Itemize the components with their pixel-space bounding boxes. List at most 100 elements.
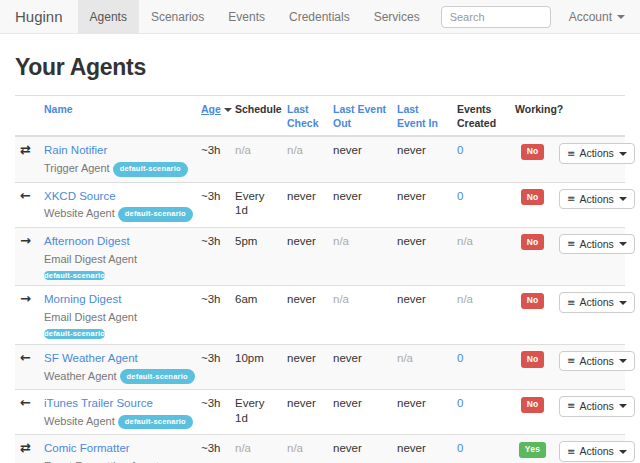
sort-desc-icon — [224, 108, 232, 112]
col-header-events-created: Events Created — [452, 96, 510, 137]
events-created-link[interactable]: 0 — [457, 144, 463, 156]
last-event-out-cell: n/a — [328, 286, 392, 345]
scenario-badge[interactable]: default-scenario — [118, 415, 193, 430]
agent-name-link[interactable]: Comic Formatter — [44, 442, 130, 454]
col-header-working: Working? — [510, 96, 554, 137]
scenario-badge[interactable]: default-scenario — [118, 207, 193, 222]
col-header-name[interactable]: Name — [39, 96, 196, 137]
last-check-cell: never — [282, 182, 328, 227]
search-input[interactable] — [441, 6, 551, 28]
actions-button[interactable]: ≡ Actions — [559, 396, 635, 417]
caret-down-icon — [619, 404, 627, 408]
col-header-last-check[interactable]: Last Check — [282, 96, 328, 137]
scenario-badge[interactable]: default-scenario — [120, 369, 195, 384]
working-status-badge: No — [521, 397, 545, 413]
table-row: ← XKCD Source Website Agentdefault-scena… — [15, 182, 625, 227]
agent-name-link[interactable]: iTunes Trailer Source — [44, 397, 153, 409]
working-cell: No — [510, 136, 554, 182]
last-event-in-cell: never — [392, 435, 452, 463]
agents-table: NameAgeScheduleLast CheckLast Event OutL… — [15, 95, 625, 463]
agent-name-link[interactable]: XKCD Source — [44, 190, 116, 202]
nav-item-credentials[interactable]: Credentials — [277, 0, 362, 33]
scenario-badge[interactable]: default-scenario — [44, 329, 105, 339]
last-event-in-cell: never — [392, 136, 452, 182]
working-status-badge: No — [521, 351, 545, 367]
events-created-link[interactable]: 0 — [457, 442, 463, 454]
col-header-last-event-out[interactable]: Last Event Out — [328, 96, 392, 137]
page-title: Your Agents — [15, 54, 625, 81]
caret-down-icon — [619, 359, 627, 363]
arrow-left-icon: ← — [20, 188, 31, 203]
working-cell: No — [510, 182, 554, 227]
actions-button[interactable]: ≡ Actions — [559, 143, 635, 164]
nav-item-scenarios[interactable]: Scenarios — [139, 0, 216, 33]
nav-item-events[interactable]: Events — [216, 0, 277, 33]
actions-button[interactable]: ≡ Actions — [559, 292, 635, 313]
nav-item-services[interactable]: Services — [362, 0, 432, 33]
last-check-cell: n/a — [282, 435, 328, 463]
schedule-cell: 10pm — [230, 344, 282, 389]
schedule-cell: n/a — [230, 136, 282, 182]
col-header-last-event-in[interactable]: Last Event In — [392, 96, 452, 137]
agent-type-label: Website Agent — [44, 415, 115, 427]
table-row: ← iTunes Trailer Source Website Agentdef… — [15, 390, 625, 435]
table-header-row: NameAgeScheduleLast CheckLast Event OutL… — [15, 96, 625, 137]
schedule-cell: Every 1d — [230, 390, 282, 435]
list-icon: ≡ — [567, 447, 575, 457]
events-created-link[interactable]: 0 — [457, 190, 463, 202]
actions-button[interactable]: ≡ Actions — [559, 441, 635, 462]
actions-button[interactable]: ≡ Actions — [559, 189, 635, 210]
age-cell: ~3h — [196, 286, 230, 345]
chevron-down-icon — [617, 15, 625, 19]
account-label: Account — [569, 10, 612, 24]
events-created-link[interactable]: 0 — [457, 352, 463, 364]
last-check-cell: n/a — [282, 136, 328, 182]
agent-type-label: Email Digest Agent — [44, 311, 137, 323]
last-event-in-cell: never — [392, 182, 452, 227]
last-event-out-cell: n/a — [328, 227, 392, 286]
table-row: → Afternoon Digest Email Digest Agentdef… — [15, 227, 625, 286]
events-created-cell: 0 — [452, 435, 510, 463]
last-event-out-cell: never — [328, 136, 392, 182]
agent-name-link[interactable]: SF Weather Agent — [44, 352, 138, 364]
last-event-in-cell: never — [392, 286, 452, 345]
col-header-schedule: Schedule — [230, 96, 282, 137]
agent-name-link[interactable]: Rain Notifier — [44, 144, 107, 156]
working-cell: Yes — [510, 435, 554, 463]
nav-item-agents[interactable]: Agents — [78, 0, 139, 33]
agent-type-label: Trigger Agent — [44, 162, 110, 174]
schedule-cell: 5pm — [230, 227, 282, 286]
last-event-in-cell: never — [392, 390, 452, 435]
scenario-badge[interactable]: default-scenario — [113, 162, 188, 177]
arrow-right-icon: → — [20, 291, 31, 306]
account-menu[interactable]: Account — [569, 10, 625, 24]
last-event-out-cell: never — [328, 435, 392, 463]
col-header-age[interactable]: Age — [196, 96, 230, 137]
events-created-cell: 0 — [452, 136, 510, 182]
agent-name-link[interactable]: Afternoon Digest — [44, 235, 130, 247]
actions-button[interactable]: ≡ Actions — [559, 351, 635, 372]
agent-name-link[interactable]: Morning Digest — [44, 293, 121, 305]
agent-type-label: Website Agent — [44, 207, 115, 219]
actions-button[interactable]: ≡ Actions — [559, 234, 635, 255]
brand-logo[interactable]: Huginn — [0, 0, 78, 33]
navbar: Huginn AgentsScenariosEventsCredentialsS… — [0, 0, 640, 34]
list-icon: ≡ — [567, 194, 575, 204]
age-cell: ~3h — [196, 435, 230, 463]
last-event-out-cell: never — [328, 344, 392, 389]
exchange-icon: ⇄ — [20, 440, 31, 455]
age-cell: ~3h — [196, 390, 230, 435]
list-icon: ≡ — [567, 401, 575, 411]
last-event-out-cell: never — [328, 390, 392, 435]
last-check-cell: never — [282, 390, 328, 435]
events-created-cell: 0 — [452, 390, 510, 435]
agent-type-label: Email Digest Agent — [44, 253, 137, 265]
arrow-left-icon: ← — [20, 395, 31, 410]
col-header-direction — [15, 96, 39, 137]
schedule-cell: 6am — [230, 286, 282, 345]
working-status-badge: No — [521, 293, 545, 309]
working-status-badge: No — [521, 189, 545, 205]
age-cell: ~3h — [196, 227, 230, 286]
scenario-badge[interactable]: default-scenario — [44, 271, 105, 281]
events-created-link[interactable]: 0 — [457, 397, 463, 409]
